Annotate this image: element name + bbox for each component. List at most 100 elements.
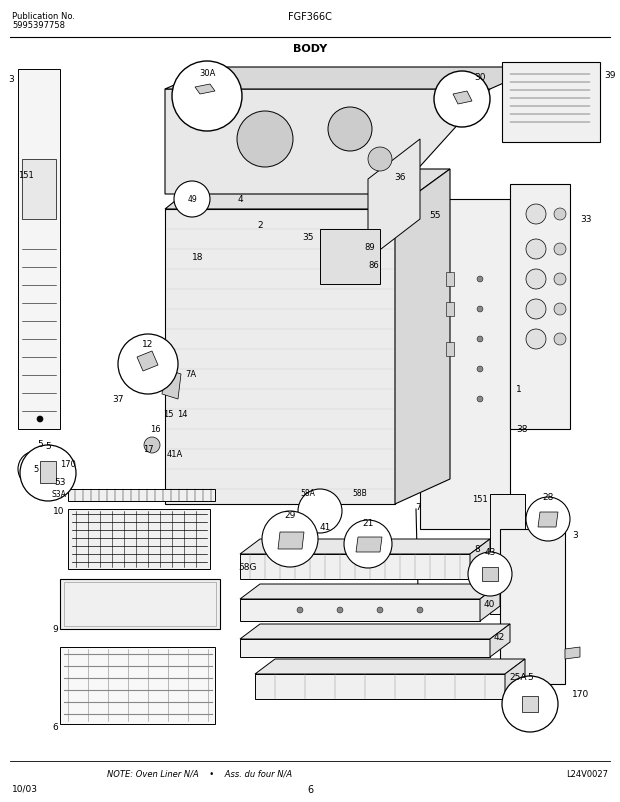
Circle shape (477, 367, 483, 373)
Text: 41A: 41A (167, 450, 183, 459)
Circle shape (502, 676, 558, 732)
Text: 53: 53 (55, 478, 66, 487)
Text: 42: 42 (494, 633, 505, 642)
Circle shape (526, 330, 546, 350)
Polygon shape (18, 70, 60, 429)
Text: 30A: 30A (199, 68, 215, 78)
Text: 15: 15 (162, 410, 173, 419)
Text: 1: 1 (516, 385, 522, 394)
Polygon shape (395, 170, 450, 504)
Polygon shape (162, 370, 181, 399)
Circle shape (477, 277, 483, 282)
Polygon shape (240, 639, 490, 657)
Polygon shape (482, 567, 498, 581)
Polygon shape (60, 579, 220, 630)
Polygon shape (565, 647, 580, 659)
Polygon shape (278, 533, 304, 549)
Polygon shape (165, 68, 540, 90)
Text: 6: 6 (307, 784, 313, 794)
Text: 5: 5 (37, 440, 43, 449)
Polygon shape (68, 489, 215, 501)
Text: 29: 29 (285, 510, 296, 519)
Circle shape (526, 240, 546, 260)
Text: eReplacementParts.com: eReplacementParts.com (221, 424, 339, 435)
Text: 16: 16 (149, 425, 161, 434)
Circle shape (554, 244, 566, 256)
Polygon shape (490, 494, 525, 614)
Text: 18: 18 (192, 253, 204, 262)
Polygon shape (240, 554, 470, 579)
Polygon shape (165, 210, 395, 504)
Text: 25A: 25A (509, 673, 526, 682)
Polygon shape (500, 529, 565, 684)
Circle shape (37, 416, 43, 423)
Circle shape (368, 148, 392, 172)
Text: 17: 17 (143, 445, 153, 454)
Circle shape (18, 452, 54, 488)
Polygon shape (68, 509, 210, 569)
Polygon shape (522, 696, 538, 712)
Text: L24V0027: L24V0027 (566, 769, 608, 778)
Circle shape (237, 111, 293, 168)
Text: 10/03: 10/03 (12, 784, 38, 793)
Text: 8: 8 (474, 545, 480, 554)
Polygon shape (240, 539, 490, 554)
Text: 7A: 7A (185, 370, 196, 379)
Text: 5: 5 (45, 442, 51, 451)
Polygon shape (510, 184, 570, 429)
Circle shape (554, 273, 566, 286)
Text: 39: 39 (604, 71, 616, 79)
Polygon shape (446, 273, 454, 286)
Polygon shape (320, 229, 380, 285)
Polygon shape (490, 624, 510, 657)
Circle shape (526, 300, 546, 320)
Text: 35: 35 (302, 233, 314, 242)
Circle shape (118, 334, 178, 395)
Circle shape (20, 445, 76, 501)
Text: 12: 12 (143, 340, 154, 349)
Text: 10: 10 (53, 507, 64, 516)
Text: 38: 38 (516, 425, 528, 434)
Text: 170: 170 (572, 690, 589, 699)
Text: 9: 9 (52, 625, 58, 634)
Text: 37: 37 (112, 395, 124, 404)
Circle shape (526, 269, 546, 290)
Text: Publication No.: Publication No. (12, 12, 75, 21)
Polygon shape (40, 461, 56, 484)
Circle shape (477, 396, 483, 403)
Text: 151: 151 (18, 170, 34, 180)
Circle shape (144, 437, 160, 453)
Polygon shape (453, 92, 472, 105)
Text: NOTE: Oven Liner N/A    •    Ass. du four N/A: NOTE: Oven Liner N/A • Ass. du four N/A (107, 769, 293, 778)
Text: 58A: 58A (301, 489, 316, 498)
Circle shape (477, 337, 483, 342)
Circle shape (554, 209, 566, 221)
Text: 43: 43 (484, 548, 495, 557)
Text: 86: 86 (369, 260, 379, 269)
Polygon shape (60, 647, 215, 724)
Polygon shape (446, 302, 454, 317)
Text: 7: 7 (415, 503, 421, 512)
Polygon shape (240, 624, 510, 639)
Polygon shape (480, 585, 500, 622)
Text: 21: 21 (362, 518, 374, 527)
Text: 49: 49 (187, 195, 197, 205)
Circle shape (417, 607, 423, 614)
Polygon shape (240, 599, 480, 622)
Text: 151: 151 (472, 495, 488, 504)
Polygon shape (446, 342, 454, 357)
Circle shape (328, 107, 372, 152)
Text: FGF366C: FGF366C (288, 12, 332, 22)
Circle shape (377, 607, 383, 614)
Text: 2: 2 (257, 221, 263, 229)
Polygon shape (470, 539, 490, 579)
Circle shape (526, 205, 546, 225)
Text: 30: 30 (474, 74, 485, 83)
Text: 3: 3 (8, 75, 14, 84)
Text: 58G: 58G (239, 563, 257, 572)
Circle shape (434, 72, 490, 128)
Text: 89: 89 (365, 243, 375, 252)
Polygon shape (420, 200, 510, 529)
Polygon shape (22, 160, 56, 220)
Polygon shape (356, 537, 382, 553)
